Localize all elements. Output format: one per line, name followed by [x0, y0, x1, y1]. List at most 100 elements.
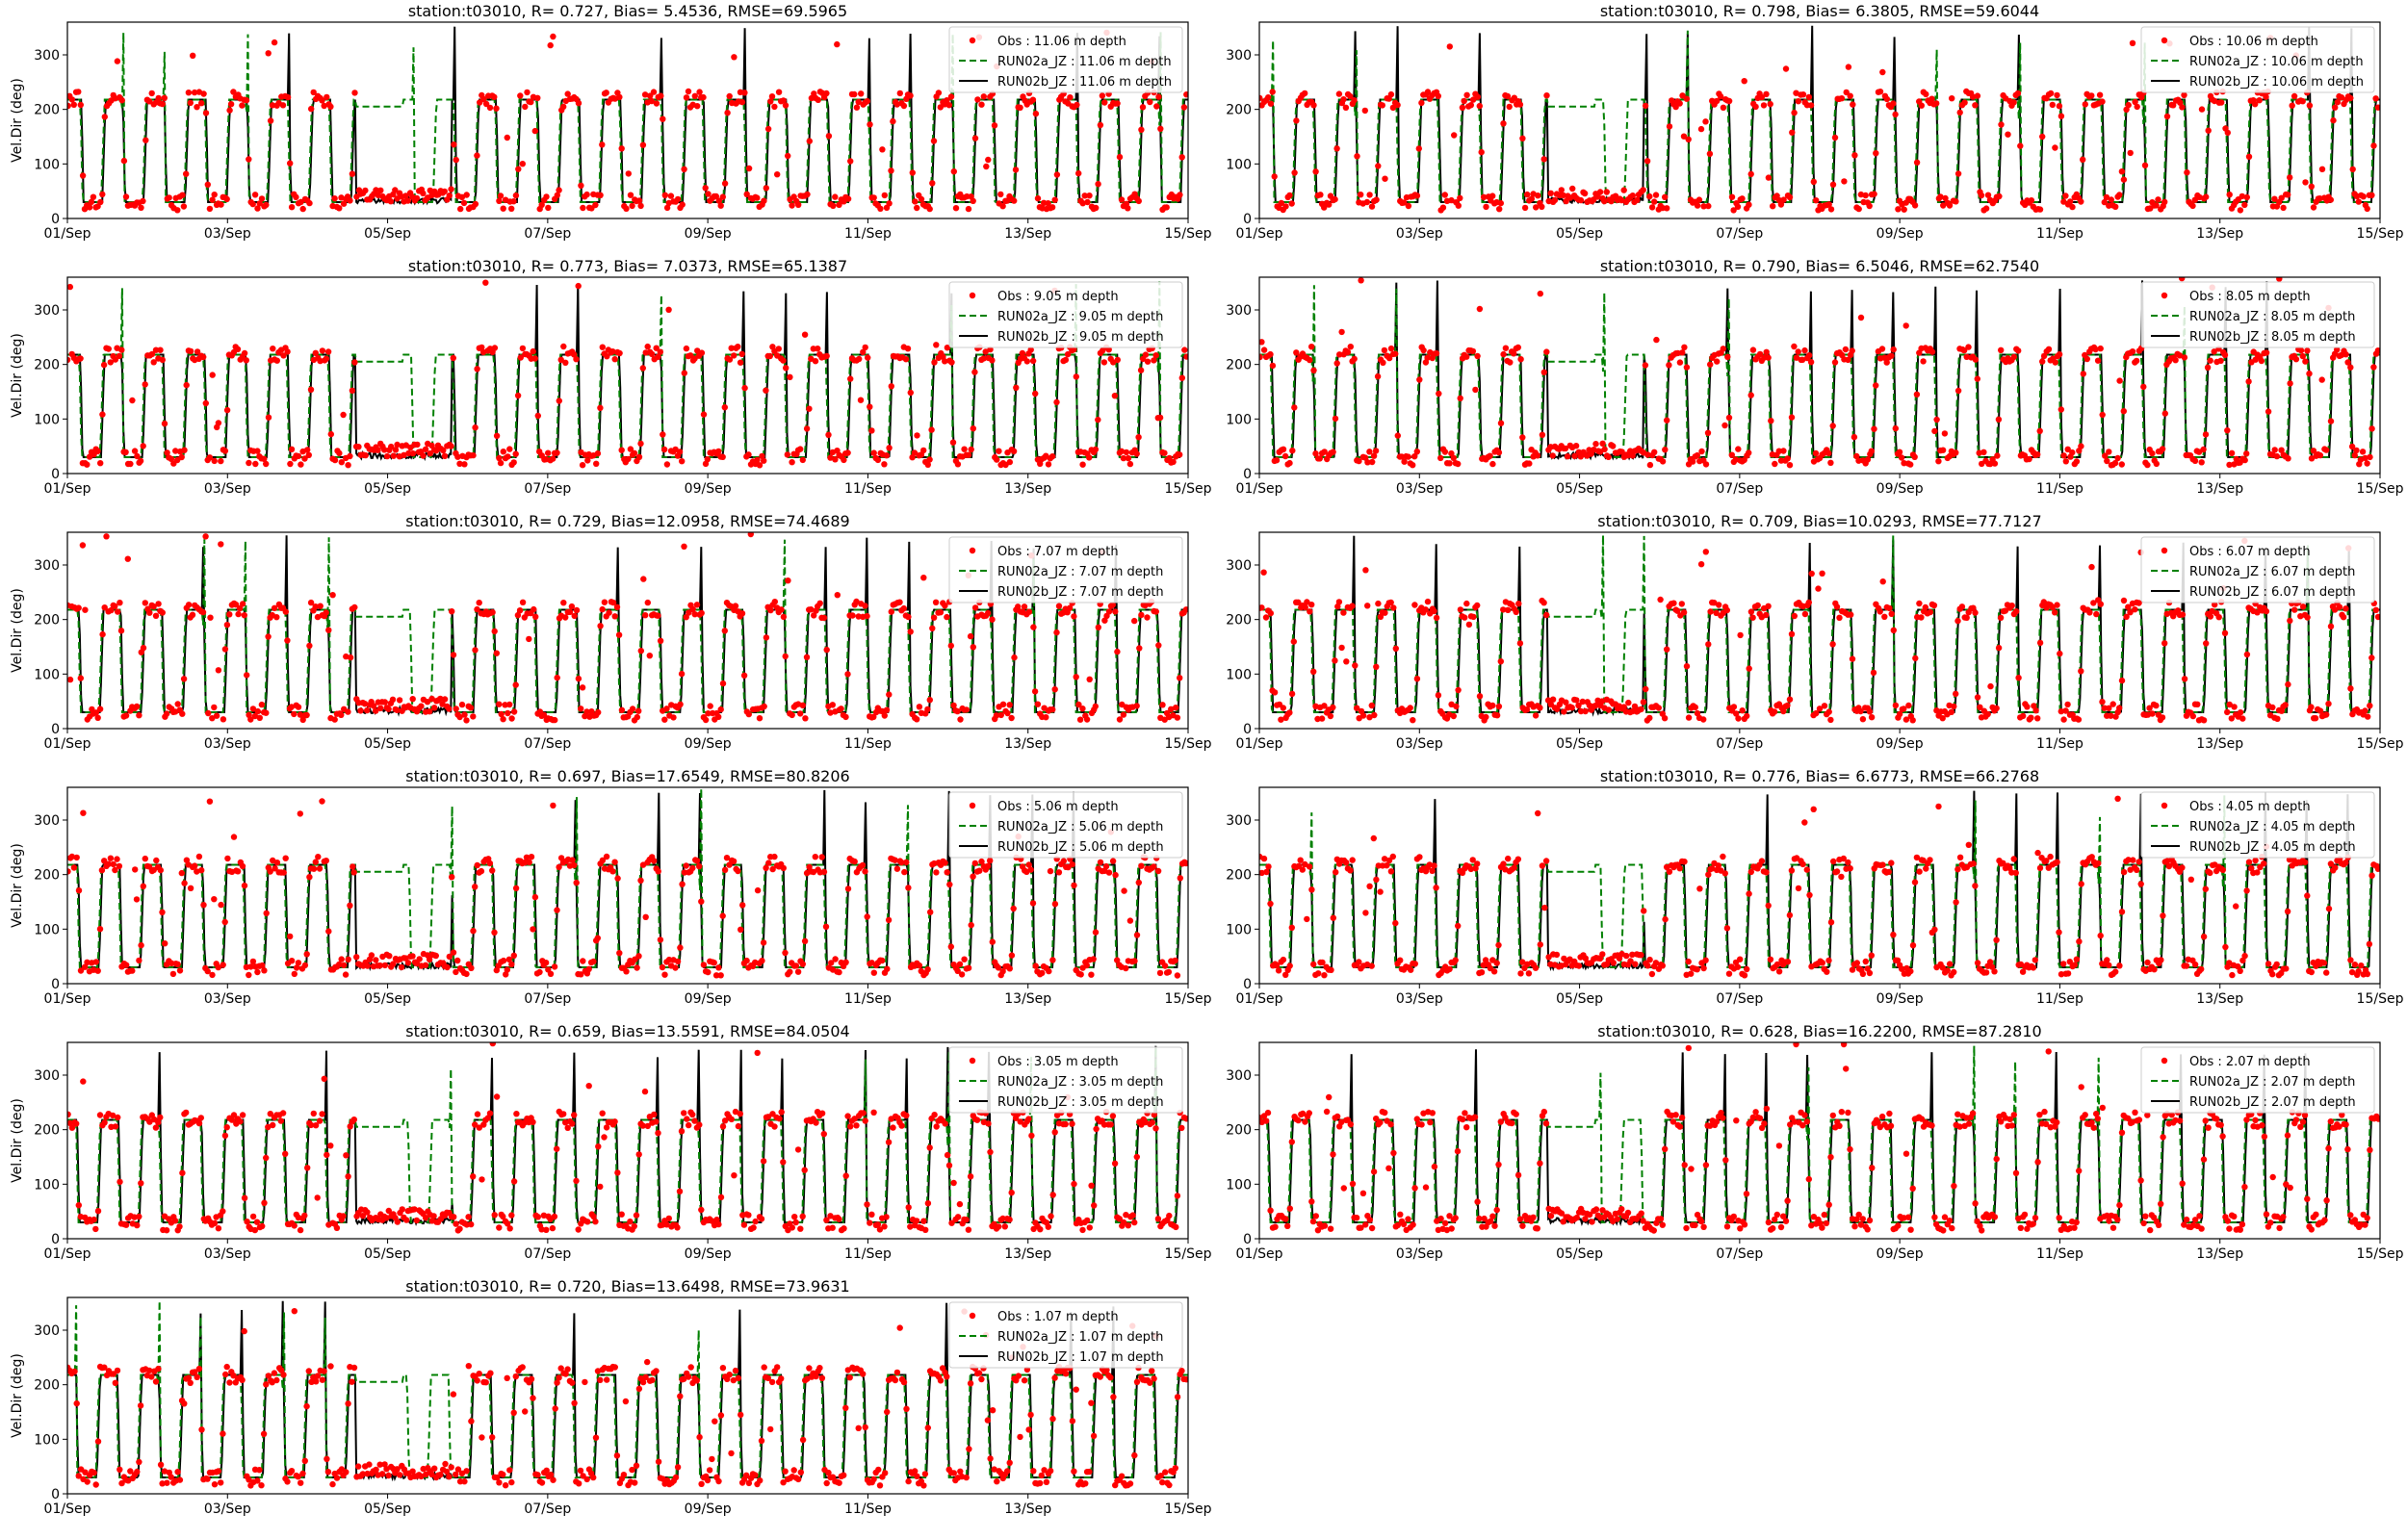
obs-point [470, 451, 477, 459]
obs-point [732, 603, 739, 609]
obs-point [674, 958, 682, 965]
obs-point [338, 956, 345, 962]
obs-point [153, 857, 160, 864]
obs-point [631, 1222, 637, 1230]
obs-point [665, 306, 672, 313]
x-tick-label: 07/Sep [524, 481, 571, 497]
obs-point [1812, 449, 1820, 457]
obs-point [2183, 962, 2190, 969]
obs-point [1289, 448, 1296, 454]
x-tick-label: 15/Sep [1165, 736, 1212, 752]
obs-point [1291, 169, 1298, 176]
obs-point [806, 138, 813, 144]
obs-point [1304, 599, 1310, 605]
obs-point [976, 867, 983, 874]
obs-point [1031, 688, 1039, 695]
obs-point [2088, 563, 2095, 571]
obs-point [1273, 457, 1281, 464]
obs-point [2114, 454, 2121, 462]
obs-point [157, 866, 164, 874]
obs-point [679, 458, 686, 465]
obs-point [1441, 192, 1449, 198]
x-tick-label: 07/Sep [1716, 991, 1763, 1007]
obs-point [661, 192, 668, 198]
obs-point [611, 613, 618, 620]
obs-point [2243, 450, 2250, 457]
obs-point [1156, 969, 1164, 977]
obs-point [1901, 706, 1907, 712]
obs-point [2374, 613, 2380, 621]
obs-point [1299, 866, 1307, 873]
obs-point [270, 1121, 276, 1129]
obs-point [2123, 613, 2130, 620]
obs-point [832, 193, 839, 200]
x-tick-label: 01/Sep [44, 226, 91, 242]
obs-point [2159, 714, 2166, 721]
obs-point [315, 854, 322, 860]
obs-point [886, 691, 893, 698]
obs-point [1470, 613, 1477, 621]
obs-point [1168, 706, 1175, 712]
legend-entry: Obs : 10.06 m depth [2189, 35, 2318, 49]
obs-point [273, 614, 280, 621]
obs-point [200, 353, 207, 361]
obs-point [1599, 440, 1606, 447]
obs-point [440, 447, 447, 454]
obs-point [929, 180, 936, 187]
obs-point [2306, 102, 2314, 109]
obs-point [1051, 196, 1058, 203]
obs-point [931, 359, 938, 366]
obs-point [221, 1132, 229, 1140]
x-tick-label: 09/Sep [1876, 736, 1924, 752]
obs-point [659, 963, 666, 971]
obs-point [84, 959, 91, 965]
obs-point [510, 1178, 518, 1185]
obs-point [907, 92, 914, 99]
obs-point [1855, 205, 1862, 213]
obs-point [724, 110, 731, 116]
obs-point [1335, 90, 1343, 97]
subplot-title: station:t03010, R= 0.776, Bias= 6.6773, … [1600, 767, 2039, 785]
obs-point [1734, 963, 1742, 970]
obs-point [2108, 196, 2114, 203]
obs-point [825, 133, 833, 140]
obs-point [1913, 854, 1921, 861]
obs-point [1775, 448, 1783, 454]
obs-point [2097, 932, 2104, 939]
obs-point [531, 127, 538, 135]
obs-point [1694, 202, 1701, 209]
obs-point [2364, 205, 2370, 213]
obs-point [263, 1154, 270, 1162]
obs-point [405, 449, 412, 457]
obs-point [1680, 133, 1688, 140]
y-tick-label: 200 [34, 358, 60, 373]
obs-point [2207, 357, 2213, 364]
x-tick-label: 11/Sep [844, 736, 892, 752]
obs-point [635, 453, 643, 460]
obs-point [1286, 962, 1293, 969]
obs-point [209, 715, 216, 722]
obs-point [532, 613, 539, 620]
obs-point [639, 141, 647, 148]
obs-point [603, 1124, 610, 1131]
obs-point [689, 605, 696, 613]
obs-point [2054, 602, 2060, 608]
obs-point [1415, 145, 1423, 152]
obs-point [2364, 460, 2370, 467]
subplot-4: station:t03010, R= 0.790, Bias= 6.5046, … [1226, 257, 2403, 497]
obs-point [189, 611, 196, 618]
obs-point [1685, 136, 1692, 142]
obs-point [774, 171, 781, 178]
obs-point [1116, 716, 1124, 723]
obs-point [1984, 710, 1991, 718]
obs-point [145, 863, 153, 870]
obs-point [514, 392, 522, 399]
obs-point [142, 855, 148, 862]
obs-point [888, 167, 894, 174]
obs-point [754, 456, 761, 464]
obs-point [644, 599, 651, 606]
obs-point [187, 885, 194, 891]
x-tick-label: 01/Sep [44, 991, 91, 1007]
obs-point [1451, 132, 1458, 139]
obs-point [1387, 599, 1394, 606]
